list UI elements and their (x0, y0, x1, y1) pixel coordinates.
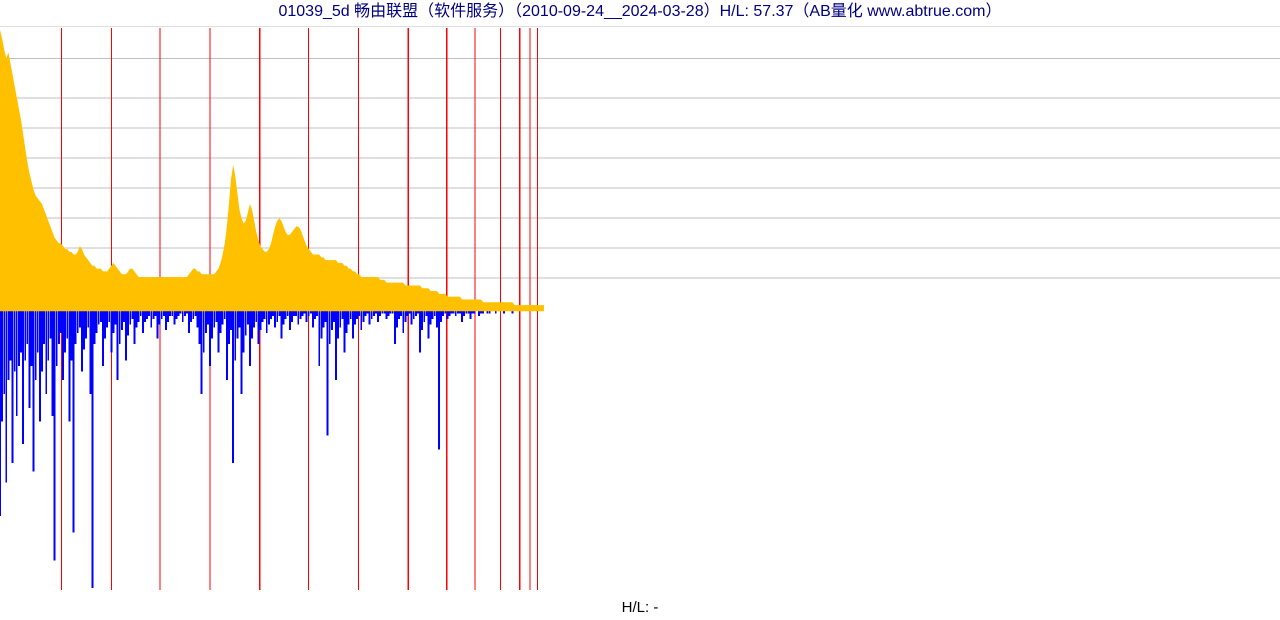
chart-area (0, 26, 1280, 592)
chart-svg (0, 26, 1280, 592)
chart-footer: H/L: - (0, 596, 1280, 620)
chart-title: 01039_5d 畅由联盟（软件服务）（2010-09-24__2024-03-… (0, 0, 1280, 26)
